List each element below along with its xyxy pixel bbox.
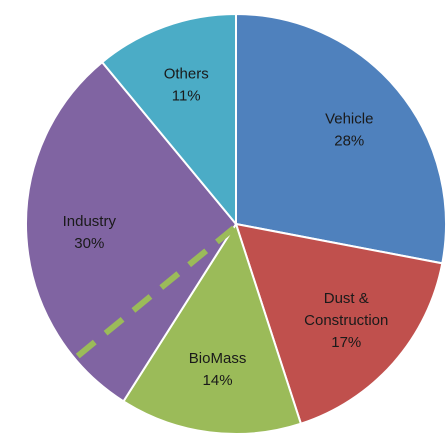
labels: Vehicle 28% Dust & Construction 17% BioMass 14…: [63, 66, 389, 389]
category-label: Others: [164, 66, 209, 83]
value-label: 17%: [331, 334, 361, 351]
pie-slice: [25, 60, 238, 403]
category-label: Industry: [63, 213, 117, 230]
category-label: BioMass: [189, 350, 247, 367]
value-label: 11%: [172, 88, 201, 105]
pie-slice: [122, 221, 303, 435]
value-label: 30%: [74, 235, 104, 252]
pie-slice: [234, 222, 444, 425]
category-label: Dust & Construction: [304, 290, 388, 329]
pie: [25, 12, 446, 435]
category-label: Vehicle: [325, 110, 373, 127]
pie-slice: [100, 12, 237, 227]
value-label: 14%: [203, 372, 233, 389]
value-label: 28%: [334, 132, 364, 149]
